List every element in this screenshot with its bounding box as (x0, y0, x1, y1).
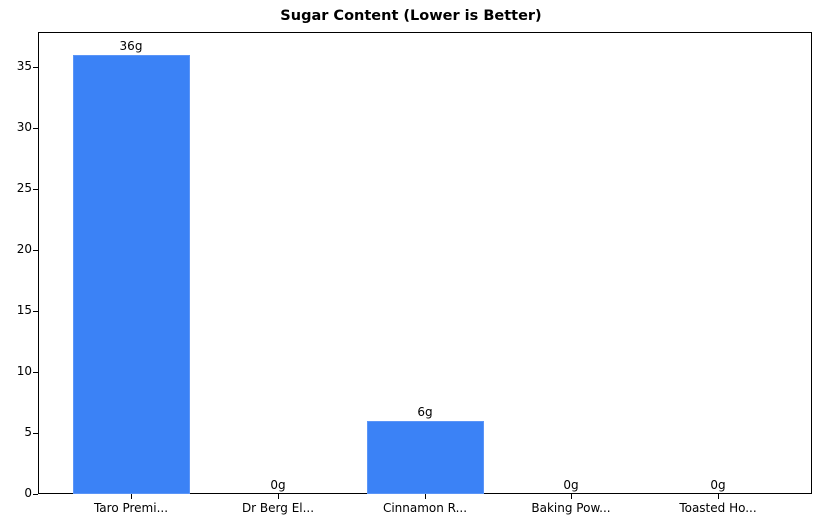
x-tick-mark (571, 494, 572, 499)
x-tick-label: Dr Berg El... (241, 501, 315, 515)
y-tick-mark (33, 433, 38, 434)
y-tick-label: 20 (16, 242, 32, 256)
x-tick-label: Baking Pow... (531, 501, 611, 515)
y-tick-mark (33, 250, 38, 251)
bar-value-label: 0g (270, 478, 286, 492)
bar-value-label: 0g (710, 478, 726, 492)
y-tick-label: 0 (24, 486, 32, 500)
x-tick-mark (278, 494, 279, 499)
x-tick-label: Taro Premi... (93, 501, 169, 515)
y-tick-mark (33, 311, 38, 312)
y-tick-label: 35 (16, 59, 32, 73)
x-tick-mark (425, 494, 426, 499)
bar-value-label: 6g (417, 405, 433, 419)
y-tick-mark (33, 128, 38, 129)
y-tick-mark (33, 494, 38, 495)
y-tick-label: 15 (16, 303, 32, 317)
y-tick-mark (33, 189, 38, 190)
y-tick-label: 10 (16, 364, 32, 378)
bar-value-label: 36g (119, 39, 143, 53)
y-tick-label: 5 (24, 425, 32, 439)
bar-taro (73, 55, 190, 494)
bar-value-label: 0g (563, 478, 579, 492)
y-tick-mark (33, 372, 38, 373)
chart-title: Sugar Content (Lower is Better) (280, 8, 542, 24)
y-tick-mark (33, 67, 38, 68)
y-tick-label: 30 (16, 120, 32, 134)
x-tick-mark (131, 494, 132, 499)
x-tick-mark (718, 494, 719, 499)
y-tick-label: 25 (16, 181, 32, 195)
bar-cinnamon (367, 421, 484, 494)
x-tick-label: Cinnamon R... (382, 501, 468, 515)
x-tick-label: Toasted Ho... (679, 501, 757, 515)
